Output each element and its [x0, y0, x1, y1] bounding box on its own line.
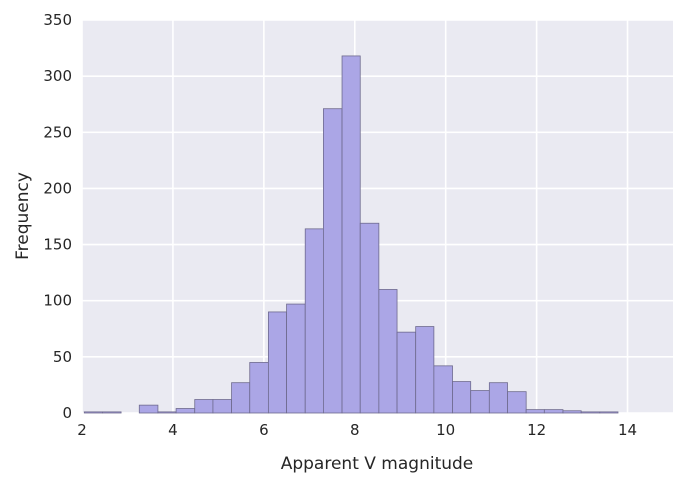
- histogram-bar: [396, 331, 417, 414]
- histogram-bar: [83, 411, 103, 414]
- histogram-bar: [341, 55, 361, 414]
- histogram-bar: [433, 365, 453, 414]
- histogram-bar: [231, 382, 251, 414]
- histogram-bar: [267, 311, 287, 414]
- y-axis-label: Frequency: [13, 172, 33, 260]
- histogram-bar: [175, 408, 196, 414]
- x-tick-label: 10: [436, 421, 455, 439]
- histogram-bars: [83, 55, 619, 414]
- x-tick-label: 8: [350, 421, 360, 439]
- histogram-bar: [415, 326, 435, 414]
- histogram-bar: [359, 222, 380, 414]
- histogram-bar: [378, 289, 398, 414]
- histogram-bar: [102, 411, 122, 414]
- histogram-bar: [138, 404, 159, 414]
- y-tick-label: 250: [43, 123, 72, 141]
- y-tick-label: 300: [43, 67, 72, 85]
- histogram-bar: [543, 409, 564, 414]
- y-tick-label: 350: [43, 11, 72, 29]
- y-tick-label: 200: [43, 179, 72, 197]
- histogram-bar: [507, 391, 527, 414]
- y-tick-label: 50: [53, 348, 72, 366]
- histogram-bar: [304, 228, 324, 414]
- x-axis-label: Apparent V magnitude: [281, 454, 474, 474]
- y-tick-labels: 0 50 100 150 200 250 300 350: [43, 11, 72, 422]
- histogram-bar: [470, 390, 490, 414]
- histogram-bar: [212, 399, 232, 414]
- x-tick-label: 6: [259, 421, 269, 439]
- histogram-bar: [599, 411, 619, 414]
- y-tick-label: 100: [43, 292, 72, 310]
- histogram-bar: [488, 382, 508, 414]
- x-tick-label: 2: [77, 421, 87, 439]
- histogram-bar: [194, 399, 214, 414]
- histogram-bar: [452, 381, 472, 414]
- y-tick-label: 150: [43, 236, 72, 254]
- histogram-bar: [562, 410, 582, 414]
- x-tick-labels: 2 4 6 8 10 12 14: [77, 421, 637, 439]
- histogram-bar: [286, 303, 306, 414]
- histogram-bar: [157, 411, 177, 414]
- x-tick-label: 12: [527, 421, 546, 439]
- histogram-bar: [323, 108, 343, 414]
- y-tick-label: 0: [62, 404, 72, 422]
- histogram-bar: [249, 362, 269, 414]
- x-tick-label: 14: [618, 421, 637, 439]
- histogram-bar: [580, 411, 601, 414]
- histogram-bar: [525, 409, 545, 414]
- x-tick-label: 4: [168, 421, 178, 439]
